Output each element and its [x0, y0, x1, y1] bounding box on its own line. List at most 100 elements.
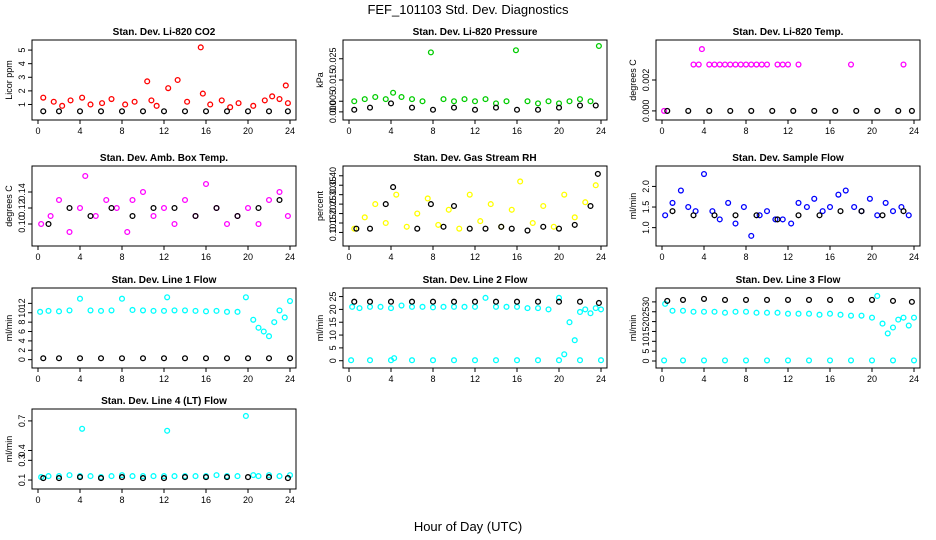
y-tick-label: 4	[17, 61, 27, 66]
data-point	[429, 298, 437, 305]
data-point	[534, 305, 542, 312]
x-tick-label: 4	[701, 374, 706, 384]
x-tick-label: 16	[825, 374, 835, 384]
data-point	[900, 61, 907, 68]
data-point	[139, 108, 147, 115]
data-point	[748, 107, 755, 114]
data-point	[763, 61, 771, 68]
data-point	[725, 199, 732, 206]
data-point	[545, 306, 552, 313]
data-point	[435, 221, 442, 228]
data-point	[284, 100, 291, 107]
data-point	[284, 475, 291, 482]
data-point	[393, 191, 400, 198]
data-point	[66, 204, 73, 212]
data-point	[874, 292, 881, 300]
panel-title: Stan. Dev. Line 1 Flow	[112, 275, 217, 286]
data-point	[390, 184, 397, 191]
data-point	[387, 357, 395, 364]
data-point	[97, 108, 105, 115]
data-point	[471, 106, 479, 113]
data-point	[255, 204, 262, 212]
data-point	[492, 104, 500, 111]
data-point	[223, 108, 231, 115]
data-point	[576, 102, 584, 109]
data-point	[129, 196, 136, 204]
data-point	[366, 303, 374, 310]
data-point	[727, 107, 734, 114]
data-point	[440, 303, 447, 310]
data-point	[118, 295, 126, 302]
data-point	[826, 357, 834, 364]
data-point	[213, 472, 220, 479]
figure-title: FEF_101103 Std. Dev. Diagnostics	[367, 2, 569, 17]
data-point	[450, 298, 458, 305]
data-point	[244, 204, 252, 212]
y-tick-label: 0.30	[328, 186, 338, 204]
data-point	[753, 61, 760, 68]
data-point	[160, 475, 168, 482]
x-tick-label: 0	[346, 126, 351, 136]
data-point	[361, 214, 368, 221]
data-point	[727, 61, 734, 68]
data-point	[826, 310, 834, 317]
data-point	[408, 298, 416, 305]
data-point	[361, 96, 368, 103]
data-point	[905, 322, 912, 329]
data-point	[868, 314, 876, 321]
y-tick-label: 0	[328, 358, 338, 363]
y-tick-label: 0.002	[641, 69, 651, 92]
data-point	[284, 212, 291, 220]
data-point	[826, 296, 834, 303]
data-point	[276, 473, 283, 480]
data-point	[366, 225, 374, 232]
x-tick-label: 4	[77, 126, 82, 136]
series-2	[40, 108, 291, 115]
data-point	[690, 212, 697, 219]
data-point	[482, 225, 489, 232]
figure-xlabel: Hour of Day (UTC)	[414, 519, 522, 534]
data-point	[202, 308, 210, 315]
data-point	[445, 206, 452, 213]
data-point	[265, 355, 273, 362]
data-point	[192, 307, 199, 314]
data-point	[103, 196, 110, 204]
data-point	[711, 212, 718, 219]
data-point	[669, 208, 676, 215]
panel-3: Stan. Dev. Li-820 Temp. 0 4 8 12 16 20 24 0.000 0…	[628, 27, 921, 136]
plot-frame	[342, 39, 608, 121]
x-tick-label: 16	[201, 252, 211, 262]
x-tick-label: 4	[77, 495, 82, 505]
data-point	[55, 308, 63, 315]
data-point	[192, 212, 199, 220]
x-tick-label: 8	[430, 126, 435, 136]
data-point	[171, 307, 178, 314]
data-point	[847, 357, 855, 364]
data-point	[181, 196, 189, 204]
y-tick-label: 0.4	[17, 444, 27, 457]
data-point	[66, 307, 73, 314]
y-tick-label: 0.000	[641, 100, 651, 123]
x-tick-label: 0	[35, 495, 40, 505]
data-point	[250, 102, 257, 109]
data-point	[160, 355, 168, 362]
data-point	[87, 101, 94, 108]
data-point	[740, 203, 747, 211]
data-point	[837, 311, 844, 318]
data-point	[721, 296, 729, 303]
data-point	[700, 295, 708, 302]
data-point	[471, 357, 479, 364]
y-tick-label: 20	[641, 317, 651, 327]
data-point	[97, 475, 105, 482]
y-tick-label: 0	[17, 357, 27, 362]
panel-title: Stan. Dev. Line 3 Flow	[736, 275, 841, 286]
y-tick-label: 0.10	[17, 215, 27, 233]
data-point	[351, 225, 358, 232]
x-tick-label: 8	[743, 374, 748, 384]
data-point	[742, 357, 750, 364]
data-point	[555, 294, 563, 301]
data-point	[895, 316, 902, 323]
data-point	[40, 475, 47, 482]
data-point	[150, 204, 157, 212]
data-point	[795, 212, 802, 219]
